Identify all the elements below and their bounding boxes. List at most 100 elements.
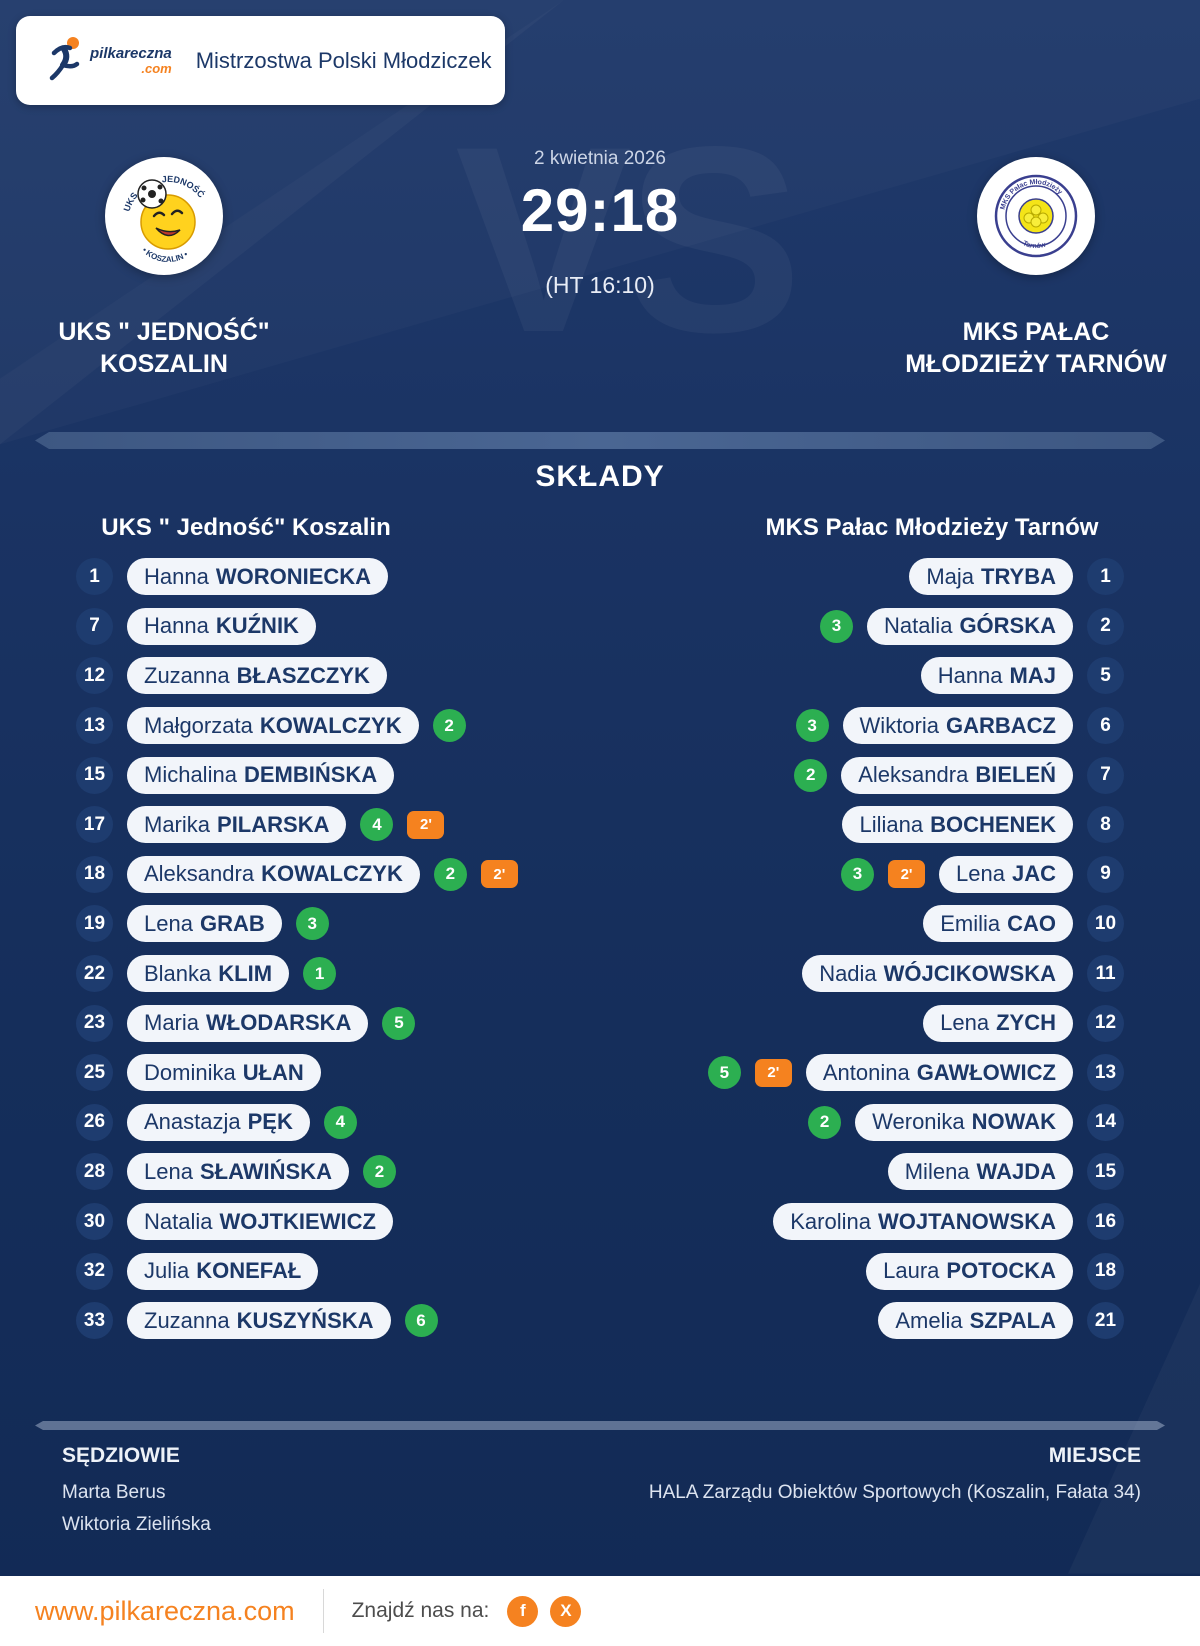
player-last-name: WÓJCIKOWSKA — [883, 960, 1056, 986]
player-name-pill: Aleksandra BIELEŃ — [841, 756, 1073, 794]
player-first-name: Lena — [940, 1010, 990, 1036]
goals-badge: 3 — [795, 709, 829, 743]
player-row: 3 Natalia GÓRSKA 2 — [564, 602, 1124, 652]
handball-player-icon — [46, 35, 86, 86]
player-name-pill: Dominika UŁAN — [127, 1054, 321, 1092]
player-name-pill: Karolina WOJTANOWSKA — [773, 1203, 1073, 1241]
player-row: 2 Weronika NOWAK 14 — [564, 1098, 1124, 1148]
venue-label: MIEJSCE — [1048, 1444, 1141, 1467]
website-link[interactable]: www.pilkareczna.com — [35, 1595, 295, 1626]
goals-badge: 5 — [382, 1006, 416, 1040]
player-name-pill: Amelia SZPALA — [878, 1302, 1073, 1340]
player-number-badge: 10 — [1087, 905, 1124, 943]
player-number-badge: 33 — [76, 1302, 113, 1340]
player-last-name: BOCHENEK — [930, 811, 1056, 837]
player-last-name: KOWALCZYK — [259, 712, 402, 738]
player-last-name: DEMBIŃSKA — [243, 762, 378, 788]
player-first-name: Laura — [883, 1258, 940, 1284]
brand-tld: .com — [141, 61, 172, 76]
goals-badge: 3 — [295, 907, 329, 941]
player-number-badge: 11 — [1087, 955, 1124, 993]
player-first-name: Zuzanna — [144, 662, 230, 688]
player-row: 2 Aleksandra BIELEŃ 7 — [564, 750, 1124, 800]
player-last-name: UŁAN — [242, 1059, 304, 1085]
goals-badge: 2 — [808, 1105, 842, 1139]
player-name-pill: Weronika NOWAK — [855, 1103, 1073, 1141]
player-first-name: Anastazja — [144, 1109, 241, 1135]
player-number-badge: 30 — [76, 1203, 113, 1241]
halftime-score: (HT 16:10) — [545, 272, 655, 298]
player-number-badge: 9 — [1087, 855, 1124, 893]
goals-badge: 6 — [404, 1304, 438, 1338]
referees-list: Marta Berus Wiktoria Zielińska — [62, 1477, 211, 1541]
home-team-name: UKS " JEDNOŚĆ" KOSZALIN — [58, 318, 270, 378]
player-number-badge: 7 — [1087, 756, 1124, 794]
player-name-pill: Natalia WOJTKIEWICZ — [127, 1203, 393, 1241]
player-number-badge: 28 — [76, 1153, 113, 1191]
lineups-title: SKŁADY — [535, 460, 665, 493]
player-row: 18 Aleksandra KOWALCZYK 2 2' — [76, 850, 636, 900]
referee-name: Marta Berus — [62, 1482, 166, 1503]
player-row: 30 Natalia WOJTKIEWICZ — [76, 1197, 636, 1247]
player-number-badge: 32 — [76, 1252, 113, 1290]
two-minute-card: 2' — [407, 810, 445, 839]
footer-separator — [322, 1589, 324, 1633]
player-name-pill: Hanna WORONIECKA — [127, 558, 389, 596]
player-first-name: Liliana — [859, 811, 924, 837]
home-column-header: UKS " Jedność" Koszalin — [101, 514, 391, 541]
goals-badge: 2 — [362, 1155, 396, 1189]
player-first-name: Hanna — [144, 563, 209, 589]
player-last-name: WOJTANOWSKA — [877, 1208, 1056, 1234]
player-number-badge: 16 — [1087, 1203, 1124, 1241]
player-name-pill: Liliana BOCHENEK — [842, 806, 1073, 844]
player-last-name: CAO — [1007, 910, 1056, 936]
away-team-crest: MKS Pałac Młodzieży Tarnów — [994, 174, 1078, 258]
player-last-name: BŁASZCZYK — [236, 662, 370, 688]
player-row: 23 Maria WŁODARSKA 5 — [76, 998, 636, 1048]
player-name-pill: Natalia GÓRSKA — [866, 607, 1073, 645]
page-title: Mistrzostwa Polski Młodziczek — [195, 47, 492, 73]
player-number-badge: 25 — [76, 1054, 113, 1092]
player-row: Laura POTOCKA 18 — [564, 1246, 1124, 1296]
player-last-name: GRAB — [199, 910, 265, 936]
player-name-pill: Marika PILARSKA — [127, 806, 347, 844]
player-last-name: SZPALA — [969, 1307, 1056, 1333]
header-card: pilkareczna .com Mistrzostwa Polski Młod… — [16, 16, 505, 105]
player-last-name: POTOCKA — [946, 1258, 1056, 1284]
player-last-name: PILARSKA — [217, 811, 330, 837]
player-last-name: WORONIECKA — [215, 563, 372, 589]
player-first-name: Hanna — [937, 662, 1003, 688]
player-last-name: TRYBA — [981, 563, 1056, 589]
player-row: Milena WAJDA 15 — [564, 1147, 1124, 1197]
player-number-badge: 22 — [76, 955, 113, 993]
player-name-pill: Hanna KUŹNIK — [127, 607, 316, 645]
player-number-badge: 15 — [76, 756, 113, 794]
player-name-pill: Małgorzata KOWALCZYK — [127, 707, 419, 745]
player-row: 7 Hanna KUŹNIK — [76, 602, 636, 652]
section-divider — [35, 432, 1165, 449]
player-name-pill: Michalina DEMBIŃSKA — [127, 756, 395, 794]
player-first-name: Lena — [956, 861, 1005, 887]
match-score: 29:18 — [520, 177, 680, 244]
player-number-badge: 17 — [76, 806, 113, 844]
player-name-pill: Nadia WÓJCIKOWSKA — [802, 955, 1073, 993]
player-number-badge: 18 — [76, 855, 113, 893]
player-first-name: Maja — [926, 563, 975, 589]
player-number-badge: 14 — [1087, 1103, 1124, 1141]
player-name-pill: Milena WAJDA — [887, 1153, 1073, 1191]
player-first-name: Aleksandra — [858, 762, 969, 788]
player-row: Liliana BOCHENEK 8 — [564, 800, 1124, 850]
player-number-badge: 26 — [76, 1103, 113, 1141]
pilkareczna-logo[interactable]: pilkareczna .com — [46, 35, 172, 86]
player-number-badge: 19 — [76, 905, 113, 943]
facebook-icon[interactable]: f — [507, 1595, 539, 1627]
goals-badge: 3 — [841, 857, 875, 891]
x-twitter-icon[interactable]: X — [550, 1595, 582, 1627]
player-number-badge: 13 — [76, 707, 113, 745]
vs-watermark: VS — [455, 95, 803, 385]
player-row: 28 Lena SŁAWIŃSKA 2 — [76, 1147, 636, 1197]
goals-badge: 1 — [303, 957, 337, 991]
player-name-pill: Julia KONEFAŁ — [127, 1252, 319, 1290]
match-date: 2 kwietnia 2026 — [533, 148, 667, 169]
